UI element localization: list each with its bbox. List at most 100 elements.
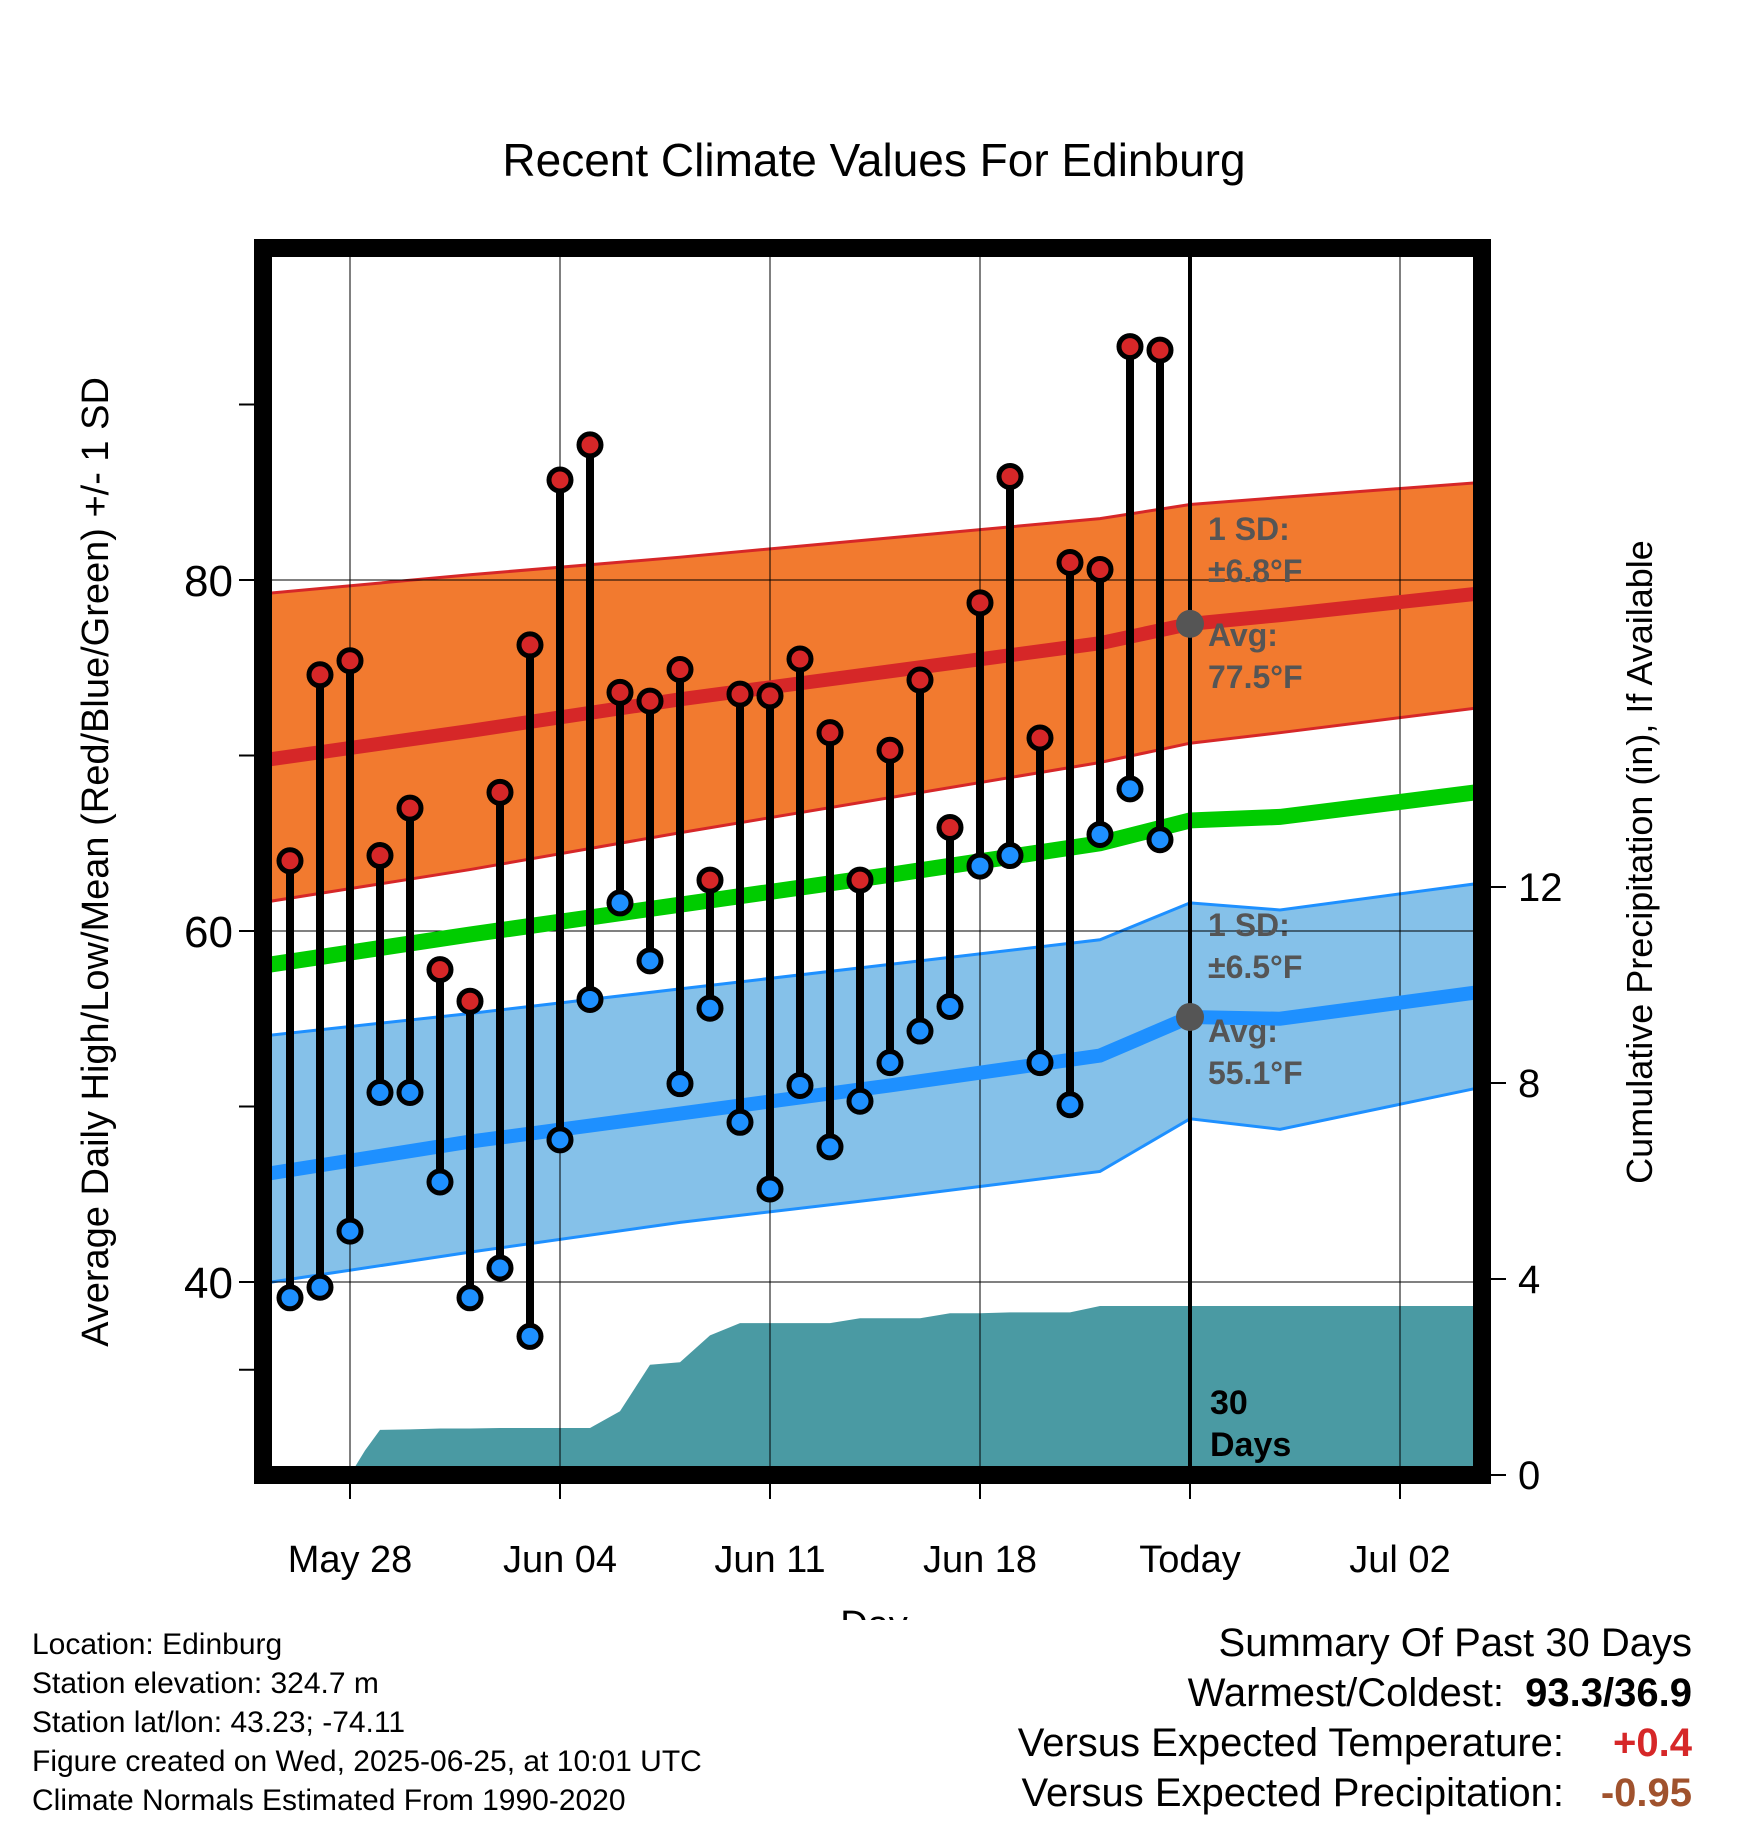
y-tick-label: 40 <box>184 1259 233 1308</box>
high-point <box>1026 724 1054 752</box>
x-tick-label: May 28 <box>288 1539 413 1581</box>
high-point <box>1146 336 1174 364</box>
temp-row: Versus Expected Temperature: +0.4 <box>792 1718 1692 1768</box>
low-point <box>1026 1049 1054 1077</box>
high-point <box>576 431 604 459</box>
low-normal-line <box>263 984 1482 1182</box>
location-text: Location: Edinburg <box>32 1628 283 1661</box>
high-point <box>966 589 994 617</box>
low-point <box>516 1322 544 1350</box>
warmest-label: Warmest/Coldest: <box>1187 1671 1504 1715</box>
precip-label: Versus Expected Precipitation: <box>1021 1771 1564 1815</box>
summary-title: Summary Of Past 30 Days <box>1218 1621 1692 1665</box>
low-avg-label: Avg: <box>1208 1013 1278 1049</box>
high-point <box>756 682 784 710</box>
summary-panel: Summary Of Past 30 Days Warmest/Coldest:… <box>792 1618 1692 1818</box>
y-tick-label: 60 <box>184 908 233 957</box>
high-point <box>426 956 454 984</box>
low-point <box>396 1078 424 1106</box>
x-tick-label: Jun 18 <box>923 1539 1037 1581</box>
climate-chart: Recent Climate Values For Edinburg 1 SD:… <box>75 134 1660 1620</box>
low-point <box>756 1175 784 1203</box>
high-point <box>1056 548 1084 576</box>
high-point <box>666 656 694 684</box>
low-point <box>456 1284 484 1312</box>
created-text: Figure created on Wed, 2025-06-25, at 10… <box>32 1745 702 1778</box>
x-tick-label: Jun 11 <box>714 1539 825 1581</box>
high-sd-band <box>263 480 1482 904</box>
high-point <box>306 661 334 689</box>
window-label-number: 30 <box>1210 1384 1248 1422</box>
chart-title: Recent Climate Values For Edinburg <box>502 134 1245 186</box>
today-high-marker <box>1176 609 1204 638</box>
y-right-axis-label: Cumulative Precipitation (in), If Availa… <box>1619 540 1660 1184</box>
high-point <box>276 847 304 875</box>
window-label-days: Days <box>1210 1426 1291 1464</box>
low-avg-value: 55.1°F <box>1208 1055 1303 1091</box>
elevation-text: Station elevation: 324.7 m <box>32 1667 379 1700</box>
low-sd-label: 1 SD: <box>1208 907 1290 943</box>
high-avg-value: 77.5°F <box>1208 659 1303 695</box>
low-point <box>726 1108 754 1136</box>
high-point <box>726 680 754 708</box>
low-point <box>816 1133 844 1161</box>
high-point <box>786 645 814 673</box>
low-point <box>1056 1091 1084 1119</box>
low-point <box>906 1017 934 1045</box>
high-point <box>876 736 904 764</box>
high-avg-label: Avg: <box>1208 617 1278 653</box>
high-sd-value: ±6.8°F <box>1208 553 1302 589</box>
high-point <box>846 866 874 894</box>
high-point <box>456 987 484 1015</box>
high-point <box>366 842 394 870</box>
high-point <box>1086 555 1114 583</box>
low-point <box>996 842 1024 870</box>
x-axis-label: Day <box>840 1604 908 1620</box>
high-point <box>516 631 544 659</box>
y-right-tick-label: 0 <box>1518 1454 1540 1498</box>
normals-text: Climate Normals Estimated From 1990-2020 <box>32 1784 626 1817</box>
low-point <box>1146 826 1174 854</box>
high-point <box>336 647 364 675</box>
high-sd-label: 1 SD: <box>1208 511 1290 547</box>
high-normal-line <box>263 586 1482 768</box>
high-point <box>1116 333 1144 361</box>
high-point <box>816 719 844 747</box>
y-tick-label: 80 <box>184 557 233 606</box>
low-point <box>696 994 724 1022</box>
low-point <box>786 1071 814 1099</box>
low-point <box>876 1049 904 1077</box>
low-point <box>936 992 964 1020</box>
y-axis-label: Average Daily High/Low/Mean (Red/Blue/Gr… <box>75 377 117 1347</box>
high-point <box>636 687 664 715</box>
low-point <box>306 1273 334 1301</box>
low-point <box>336 1217 364 1245</box>
high-point <box>546 466 574 494</box>
high-point <box>906 666 934 694</box>
temp-value: +0.4 <box>1613 1721 1692 1765</box>
precip-value: -0.95 <box>1600 1771 1692 1815</box>
temp-label: Versus Expected Temperature: <box>1017 1721 1564 1765</box>
low-sd-value: ±6.5°F <box>1208 949 1302 985</box>
high-point <box>486 778 514 806</box>
y-right-tick-label: 12 <box>1518 866 1563 910</box>
y-right-tick-label: 8 <box>1518 1062 1540 1106</box>
x-tick-label: Today <box>1139 1539 1240 1581</box>
low-point <box>1116 775 1144 803</box>
low-point <box>606 889 634 917</box>
high-point <box>606 678 634 706</box>
low-point <box>276 1284 304 1312</box>
low-point <box>366 1078 394 1106</box>
mean-normal-line <box>263 783 1482 974</box>
low-point <box>1086 820 1114 848</box>
low-point <box>636 947 664 975</box>
low-point <box>576 985 604 1013</box>
x-tick-label: Jul 02 <box>1349 1539 1450 1581</box>
y-right-tick-label: 4 <box>1518 1258 1540 1302</box>
precipitation-area <box>350 1305 1482 1475</box>
high-point <box>996 462 1024 490</box>
low-point <box>966 852 994 880</box>
warmest-value: 93.3/36.9 <box>1525 1671 1692 1715</box>
high-point <box>936 813 964 841</box>
station-info: Location: Edinburg Station elevation: 32… <box>32 1625 702 1820</box>
